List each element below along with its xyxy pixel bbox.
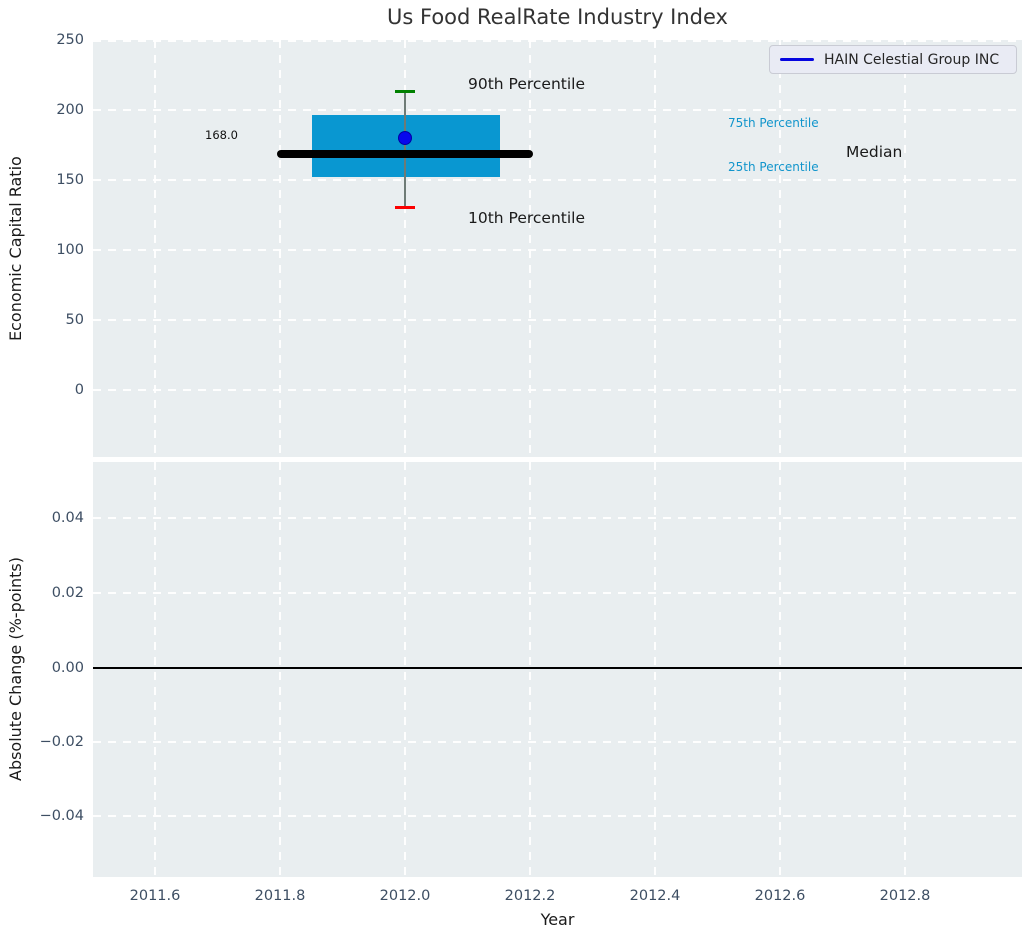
y-tick: 0.04 — [51, 510, 84, 526]
gridline — [93, 319, 1022, 321]
gridline — [93, 40, 1022, 42]
y-tick: 0.02 — [51, 585, 84, 601]
gridline — [279, 40, 281, 457]
y-axis-label-bottom: Absolute Change (%-points) — [6, 557, 25, 782]
annotation-median-value: 168.0 — [205, 128, 238, 142]
gridline — [654, 462, 656, 877]
x-tick: 2011.8 — [254, 888, 306, 904]
bottom-subplot — [93, 462, 1022, 877]
y-tick: 250 — [56, 32, 84, 48]
annotation-25th-percentile: 25th Percentile — [728, 160, 819, 174]
gridline — [93, 249, 1022, 251]
gridline — [93, 179, 1022, 181]
gridline — [93, 109, 1022, 111]
gridline — [529, 462, 531, 877]
boxplot-median-line — [277, 150, 533, 158]
y-tick: 200 — [56, 102, 84, 118]
gridline — [779, 462, 781, 877]
y-tick: 100 — [56, 242, 84, 258]
boxplot-10th-cap — [395, 206, 415, 209]
y-tick: 50 — [65, 312, 84, 328]
y-tick: −0.04 — [39, 808, 84, 824]
gridline — [93, 389, 1022, 391]
gridline — [279, 462, 281, 877]
top-subplot: 90th Percentile 10th Percentile 75th Per… — [93, 40, 1022, 457]
legend-line-icon — [780, 58, 814, 61]
annotation-75th-percentile: 75th Percentile — [728, 116, 819, 130]
gridline — [654, 40, 656, 457]
gridline — [154, 40, 156, 457]
boxplot-90th-cap — [395, 90, 415, 93]
gridline — [93, 815, 1022, 817]
legend: HAIN Celestial Group INC — [769, 45, 1017, 74]
annotation-10th-percentile: 10th Percentile — [468, 209, 586, 227]
gridline — [93, 741, 1022, 743]
x-tick: 2012.6 — [754, 888, 806, 904]
gridline — [779, 40, 781, 457]
y-axis-label-top: Economic Capital Ratio — [6, 156, 25, 341]
y-tick: 0.00 — [51, 660, 84, 676]
gridline — [904, 40, 906, 457]
x-tick: 2012.2 — [504, 888, 556, 904]
x-tick: 2012.0 — [379, 888, 431, 904]
annotation-median: Median — [846, 143, 903, 161]
x-axis-label: Year — [540, 910, 575, 929]
x-tick: 2012.8 — [879, 888, 931, 904]
y-tick: 0 — [74, 382, 84, 398]
chart-title: Us Food RealRate Industry Index — [387, 5, 728, 29]
company-data-point — [398, 131, 412, 145]
y-tick: −0.02 — [39, 734, 84, 750]
boxplot-iqr-box — [312, 115, 500, 177]
gridline — [529, 40, 531, 457]
annotation-90th-percentile: 90th Percentile — [468, 75, 586, 93]
gridline — [154, 462, 156, 877]
gridline — [404, 40, 406, 457]
gridline — [93, 592, 1022, 594]
x-tick: 2011.6 — [129, 888, 181, 904]
gridline — [904, 462, 906, 877]
y-tick: 150 — [56, 172, 84, 188]
gridline — [404, 462, 406, 877]
gridline — [93, 517, 1022, 519]
x-tick: 2012.4 — [629, 888, 681, 904]
legend-label: HAIN Celestial Group INC — [824, 51, 1000, 68]
zero-baseline — [93, 667, 1022, 669]
